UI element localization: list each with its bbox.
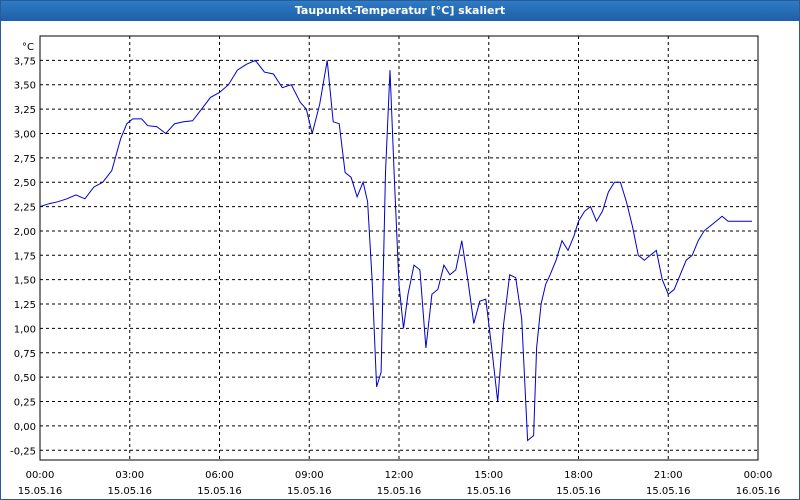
y-tick-label: 2,00 xyxy=(14,227,36,238)
y-tick-label: 1,75 xyxy=(14,251,36,262)
y-tick-label: 3,25 xyxy=(14,105,36,116)
y-tick-label: 1,50 xyxy=(14,276,36,287)
series-layer xyxy=(39,59,752,442)
tick-labels: -0,25 0,00 0,25 0,50 0,75 1,00 1,25 1,50 1,75 2,0… xyxy=(10,42,780,497)
x-tick-time-label: 03:00 xyxy=(115,470,144,481)
x-tick-date-label: 15.05.16 xyxy=(377,486,422,497)
x-tick-date-label: 15.05.16 xyxy=(466,486,511,497)
x-tick-date-label: 15.05.16 xyxy=(18,486,63,497)
axes xyxy=(39,35,759,461)
x-tick-date-label: 15.05.16 xyxy=(197,486,242,497)
x-tick-time-label: 21:00 xyxy=(654,470,683,481)
y-tick-label: 3,50 xyxy=(14,81,36,92)
y-tick-label: 0,75 xyxy=(14,349,36,360)
y-axis-unit-label: °C xyxy=(22,42,34,53)
y-tick-label: 1,25 xyxy=(14,300,36,311)
y-tick-label: -0,25 xyxy=(10,446,36,457)
x-tick-time-label: 00:00 xyxy=(26,470,55,481)
x-tick-date-label: 15.05.16 xyxy=(646,486,691,497)
y-tick-label: 3,00 xyxy=(14,129,36,140)
x-tick-date-label: 15.05.16 xyxy=(107,486,152,497)
x-tick-time-label: 12:00 xyxy=(385,470,414,481)
y-tick-label: 1,00 xyxy=(14,324,36,335)
y-tick-label: 0,00 xyxy=(14,422,36,433)
y-tick-label: 2,50 xyxy=(14,178,36,189)
series-line-dewpoint xyxy=(39,59,752,442)
y-tick-label: 0,25 xyxy=(14,398,36,409)
y-tick-label: 2,25 xyxy=(14,203,36,214)
y-tick-label: 0,50 xyxy=(14,373,36,384)
grid xyxy=(40,36,758,460)
chart-title-bar: Taupunkt-Temperatur [°C] skaliert xyxy=(1,1,799,21)
x-tick-time-label: 15:00 xyxy=(474,470,503,481)
x-tick-date-label: 15.05.16 xyxy=(287,486,332,497)
y-tick-label: 3,75 xyxy=(14,56,36,67)
plot-frame xyxy=(39,35,759,461)
x-tick-time-label: 09:00 xyxy=(295,470,324,481)
x-tick-time-label: 18:00 xyxy=(564,470,593,481)
x-tick-date-label: 16.05.16 xyxy=(736,486,781,497)
chart-title: Taupunkt-Temperatur [°C] skaliert xyxy=(294,4,506,17)
x-tick-date-label: 15.05.16 xyxy=(556,486,601,497)
x-tick-time-label: 06:00 xyxy=(205,470,234,481)
y-tick-label: 2,75 xyxy=(14,154,36,165)
x-tick-time-label: 00:00 xyxy=(744,470,773,481)
